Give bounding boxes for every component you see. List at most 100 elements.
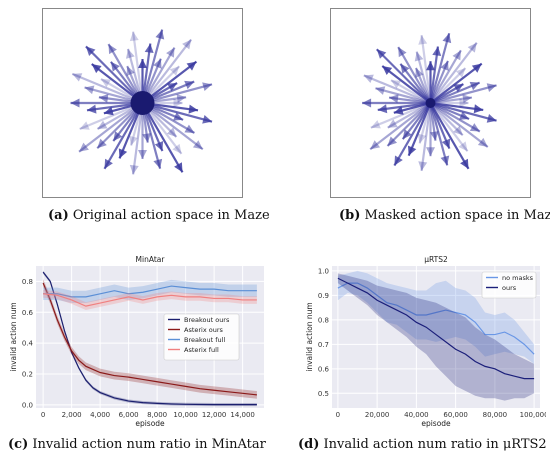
legend-label: no masks bbox=[502, 274, 534, 282]
arrow-head bbox=[72, 73, 83, 82]
arrow-head bbox=[402, 129, 412, 140]
arrow-head bbox=[387, 119, 398, 128]
arrow-shaft bbox=[375, 87, 431, 105]
arrow-head bbox=[477, 137, 488, 147]
arrow-head bbox=[173, 112, 184, 121]
caption-c-text: Invalid action num ratio in MinAtar bbox=[32, 437, 266, 452]
arrow-shaft bbox=[387, 102, 432, 129]
x-axis-label: episode bbox=[421, 419, 451, 428]
y-tick-label: 0.4 bbox=[22, 340, 34, 348]
arrow-a-5 bbox=[141, 102, 204, 151]
arrow-shaft bbox=[393, 102, 432, 167]
star-center bbox=[425, 98, 436, 108]
series-line-0 bbox=[42, 271, 257, 406]
series-line-1 bbox=[42, 282, 257, 396]
arrow-b-47 bbox=[430, 94, 473, 105]
arrow-b-41 bbox=[429, 42, 478, 104]
arrow-head bbox=[398, 47, 407, 58]
arrow-head bbox=[85, 46, 96, 56]
arrow-b-16 bbox=[393, 102, 432, 167]
arrow-b-33 bbox=[414, 67, 432, 104]
arrow-head bbox=[452, 50, 461, 61]
arrow-shaft bbox=[370, 101, 431, 129]
arrow-head bbox=[486, 114, 497, 123]
arrow-head bbox=[202, 114, 213, 124]
x-tick-label: 0 bbox=[41, 411, 45, 419]
arrow-head bbox=[442, 33, 452, 44]
y-tick-label: 0.6 bbox=[318, 365, 330, 373]
series-band-2 bbox=[43, 279, 257, 304]
y-tick-label: 0.7 bbox=[318, 341, 329, 349]
arrow-shaft bbox=[429, 102, 470, 170]
y-tick-label: 0.5 bbox=[318, 390, 329, 398]
microrts-chart: 0 20,000 40,000 60,000 80,000 100,000 0.5 0.6 0.… bbox=[305, 255, 546, 428]
arrow-head bbox=[389, 94, 399, 104]
arrow-b-4 bbox=[429, 102, 481, 133]
arrow-head bbox=[415, 67, 424, 78]
legend-label: Breakout ours bbox=[184, 316, 230, 324]
caption-c-label: (c) bbox=[8, 437, 29, 452]
x-tick-label: 6,000 bbox=[119, 411, 139, 419]
arrow-head bbox=[125, 48, 135, 59]
arrow-b-40 bbox=[429, 49, 462, 104]
arrow-head bbox=[70, 98, 80, 108]
arrow-head bbox=[154, 141, 164, 152]
arrow-head bbox=[129, 31, 139, 42]
arrow-shaft bbox=[381, 65, 432, 104]
arrow-head bbox=[184, 124, 195, 133]
arrow-shaft bbox=[429, 42, 478, 104]
arrow-head bbox=[169, 66, 180, 76]
legend-label: Asterix ours bbox=[184, 326, 224, 334]
arrow-b-39 bbox=[429, 60, 449, 104]
arrow-shaft bbox=[141, 102, 204, 151]
arrow-shaft bbox=[429, 102, 449, 166]
arrow-b-25 bbox=[388, 94, 431, 105]
arrow-head bbox=[453, 84, 464, 93]
arrow-head bbox=[453, 125, 463, 136]
arrow-shaft bbox=[430, 101, 497, 122]
arrow-b-15 bbox=[407, 102, 432, 157]
arrow-shaft bbox=[429, 102, 489, 148]
arrow-a-38 bbox=[141, 29, 165, 104]
arrow-head bbox=[407, 145, 417, 156]
arrow-head bbox=[153, 158, 163, 169]
arrow-head bbox=[429, 131, 439, 141]
arrow-b-12 bbox=[426, 103, 435, 157]
arrow-head bbox=[103, 106, 114, 116]
arrow-head bbox=[126, 66, 135, 77]
arrow-a-8 bbox=[141, 102, 184, 173]
y-tick-label: 1.0 bbox=[318, 267, 329, 275]
y-axis-label: invalid action num bbox=[9, 302, 18, 371]
arrow-head bbox=[418, 161, 428, 171]
x-tick-label: 100,000 bbox=[520, 411, 546, 419]
y-tick-label: 0.8 bbox=[318, 316, 329, 324]
arrow-b-13 bbox=[418, 102, 432, 171]
x-tick-label: 80,000 bbox=[483, 411, 508, 419]
arrow-b-29 bbox=[381, 65, 432, 104]
maze-masked-star bbox=[362, 32, 497, 171]
y-tick-label: 0.0 bbox=[22, 401, 33, 409]
y-tick-label: 0.2 bbox=[22, 371, 33, 379]
x-tick-label: 8,000 bbox=[147, 411, 167, 419]
arrow-head bbox=[375, 86, 386, 95]
x-tick-label: 0 bbox=[336, 411, 340, 419]
arrow-a-41 bbox=[141, 38, 193, 104]
arrow-shaft bbox=[420, 102, 432, 171]
arrow-shaft bbox=[78, 102, 144, 153]
x-tick-label: 2,000 bbox=[62, 411, 82, 419]
arrow-shaft bbox=[132, 31, 144, 104]
arrow-b-19 bbox=[369, 102, 432, 151]
arrow-head bbox=[129, 135, 138, 146]
minatar-chart: 0 2,000 4,000 6,000 8,000 10,000 12,000 14,000 0… bbox=[9, 255, 264, 428]
chart-title: μRTS2 bbox=[424, 255, 448, 264]
legend-label: ours bbox=[502, 284, 517, 292]
arrow-b-26 bbox=[375, 86, 431, 105]
arrow-head bbox=[186, 61, 197, 71]
arrow-shaft bbox=[141, 38, 193, 104]
legend-label: Asterix full bbox=[184, 346, 219, 354]
arrow-head bbox=[173, 98, 183, 108]
arrow-head bbox=[86, 104, 97, 114]
arrow-head bbox=[459, 111, 470, 120]
arrow-head bbox=[469, 123, 480, 132]
x-tick-label: 20,000 bbox=[365, 411, 390, 419]
